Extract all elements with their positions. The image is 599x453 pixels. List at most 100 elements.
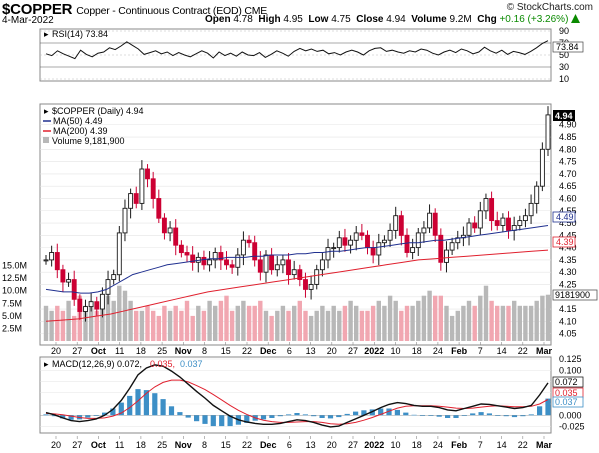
candle-body xyxy=(438,234,444,263)
x-axis-label: 8 xyxy=(202,440,207,450)
macd-histogram-bar xyxy=(537,406,543,416)
macd-histogram-bar xyxy=(269,415,275,418)
x-axis-label: Oct xyxy=(91,346,106,356)
rsi-tick-label: 90 xyxy=(559,26,569,36)
x-axis-label: 27 xyxy=(72,346,82,356)
x-axis-label: 2022 xyxy=(364,346,384,356)
volume-bar xyxy=(207,300,212,341)
macd-histogram-bar xyxy=(168,406,175,416)
price-tick-label: 4.05 xyxy=(559,329,577,339)
volume-bar xyxy=(320,305,325,341)
rsi-legend-icon: ▸ xyxy=(44,29,49,39)
candle-body xyxy=(534,185,540,204)
macd-histogram-bar xyxy=(503,415,509,417)
macd-histogram-bar xyxy=(445,415,451,418)
price-tick-label: 4.35 xyxy=(559,255,577,265)
close-value: 4.94 xyxy=(386,14,406,25)
volume-legend-swatch xyxy=(43,137,49,143)
macd-hist-legend: 0.037 xyxy=(180,359,203,369)
x-axis-label: 15 xyxy=(221,440,231,450)
volume-bar xyxy=(495,305,500,341)
macd-histogram-bar xyxy=(194,415,200,422)
volume-bar xyxy=(348,300,353,341)
volume-bar xyxy=(466,300,472,341)
macd-histogram-bar xyxy=(302,414,308,416)
candle-body xyxy=(49,252,55,261)
volume-bar xyxy=(167,310,173,341)
candle-body xyxy=(353,232,359,241)
candle-body xyxy=(257,259,263,273)
volume-bar xyxy=(433,295,438,341)
candle-body xyxy=(178,244,184,254)
candle-body xyxy=(297,269,303,280)
candle-body xyxy=(156,198,162,219)
volume-bar xyxy=(483,285,489,341)
volume-bar xyxy=(461,305,466,341)
candle-body xyxy=(387,229,393,241)
macd-tick-label: 0.100 xyxy=(559,365,582,375)
macd-histogram-bar xyxy=(127,395,133,416)
x-axis-label: 6 xyxy=(287,440,292,450)
candle-body xyxy=(432,212,438,236)
candle-body xyxy=(54,252,60,271)
x-axis-label: 22 xyxy=(242,346,252,356)
volume-bar xyxy=(218,300,224,341)
volume-bar xyxy=(100,300,105,341)
x-axis-label: 10 xyxy=(390,440,400,450)
volume-bar xyxy=(387,295,393,341)
x-axis-label: Feb xyxy=(451,346,468,356)
volume-bar xyxy=(60,310,66,341)
x-axis-label: 10 xyxy=(390,346,400,356)
volume-bar xyxy=(162,305,167,341)
stockcharts-watermark[interactable]: © StockCharts.com xyxy=(506,2,593,13)
candle-body xyxy=(240,239,246,256)
volume-tick-label: 2.5M xyxy=(2,323,22,333)
macd-histogram-bar xyxy=(210,415,216,427)
candle-body xyxy=(494,220,500,226)
volume-bar xyxy=(292,305,297,341)
candle-body xyxy=(111,274,117,280)
macd-tick-label: 0.000 xyxy=(559,410,582,420)
candle-body xyxy=(224,259,229,266)
volume-bar xyxy=(478,295,483,341)
macd-histogram-bar xyxy=(428,415,434,416)
ma200-legend: MA(200) 4.39 xyxy=(53,126,108,136)
macd-histogram-bar xyxy=(143,390,149,416)
price-tick-label: 4.55 xyxy=(559,206,577,216)
hist-value-label: 0.037 xyxy=(555,397,578,407)
volume-bar xyxy=(534,300,539,341)
volume-bar xyxy=(88,300,94,341)
macd-histogram-bar xyxy=(152,393,158,416)
candle-body xyxy=(410,247,416,253)
ma50-line xyxy=(45,225,549,294)
candle-body xyxy=(500,217,506,226)
x-axis-label: 14 xyxy=(497,346,507,356)
x-axis-label: 6 xyxy=(287,346,292,356)
macd-histogram-bar xyxy=(486,413,492,416)
x-axis-label: 20 xyxy=(51,346,61,356)
volume-bar xyxy=(105,295,111,341)
volume-bar xyxy=(156,315,161,341)
macd-histogram-bar xyxy=(135,389,141,416)
candle-body xyxy=(421,227,427,234)
volume-bar xyxy=(489,300,494,341)
low-value: 4.75 xyxy=(331,14,351,25)
macd-histogram-bar xyxy=(436,415,442,417)
volume-bar xyxy=(246,305,252,341)
volume-bar xyxy=(83,305,88,341)
quote-line: Open 4.78 High 4.95 Low 4.75 Close 4.94 … xyxy=(205,14,581,25)
macd-histogram-bar xyxy=(394,409,400,416)
candle-body xyxy=(139,168,145,204)
chg-value: +0.16 (+3.26%) xyxy=(499,14,569,25)
volume-bar xyxy=(331,305,336,341)
x-axis-label: 18 xyxy=(136,346,146,356)
chart-header: $COPPER Copper - Continuous Contract (EOD… xyxy=(0,0,599,30)
candle-body xyxy=(94,301,100,310)
candle-body xyxy=(161,217,167,234)
volume-bar xyxy=(252,305,257,341)
volume-bar xyxy=(235,305,240,341)
rsi-legend: RSI(14) 73.84 xyxy=(52,29,108,39)
price-tick-label: 4.45 xyxy=(559,230,577,240)
candle-body xyxy=(342,237,348,246)
